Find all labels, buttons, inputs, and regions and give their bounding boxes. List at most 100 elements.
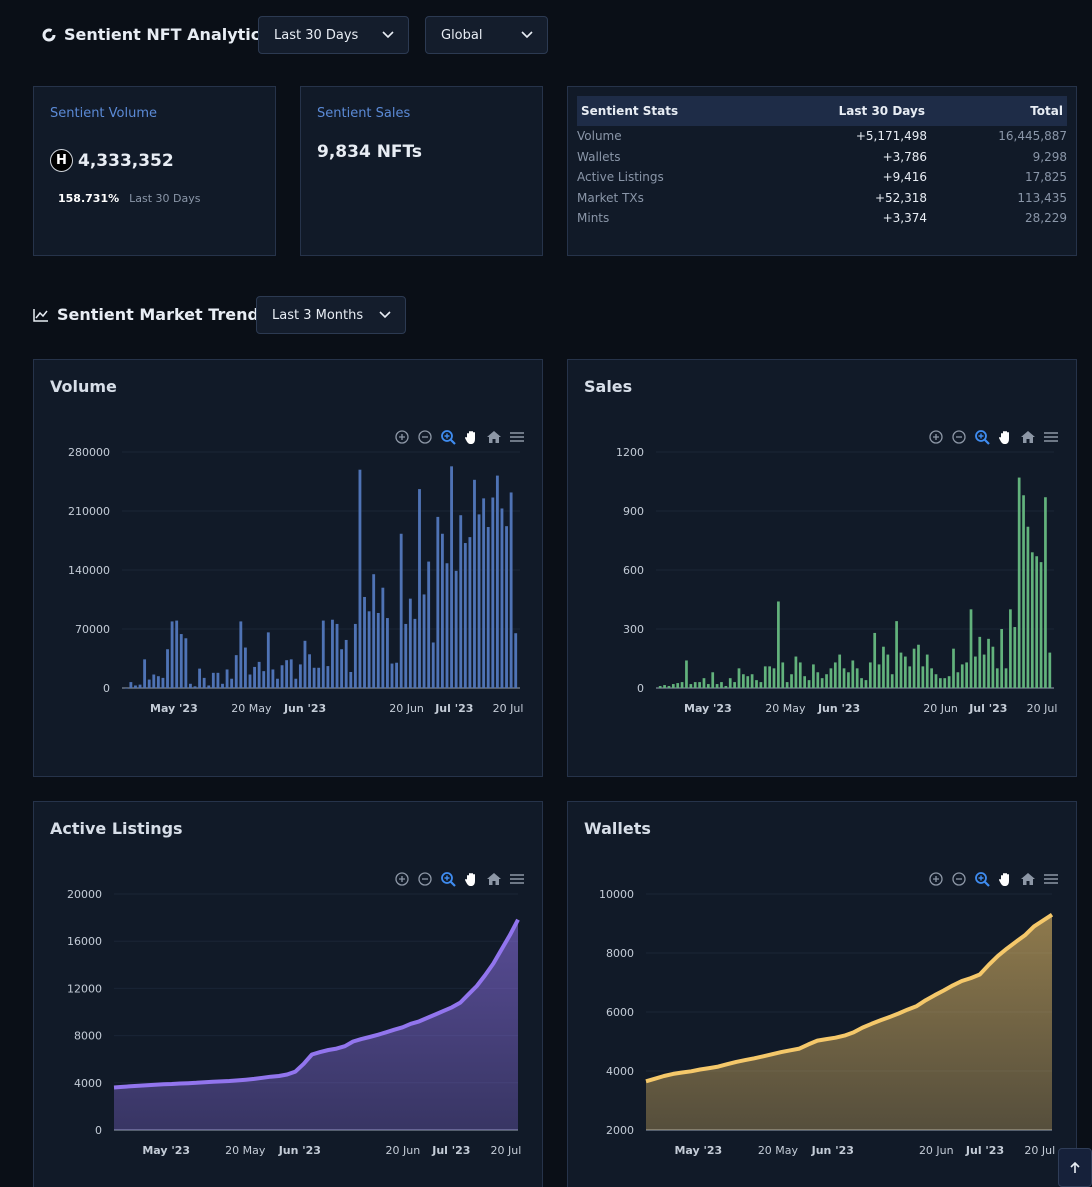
y-tick-label: 12000 [67, 982, 102, 995]
stats-header-period: Last 30 Days [767, 96, 927, 126]
stats-row: Market TXs +52,318 113,435 [577, 188, 1067, 209]
reset-home-icon[interactable] [1018, 427, 1038, 447]
trends-period-dropdown[interactable]: Last 3 Months [256, 296, 406, 334]
bar [982, 654, 986, 688]
zoom-out-icon[interactable] [949, 427, 969, 447]
bar [825, 674, 828, 688]
bar [386, 618, 389, 688]
pan-hand-icon[interactable] [461, 869, 481, 889]
bar [873, 632, 877, 688]
area-fill [646, 914, 1052, 1130]
bar [408, 598, 412, 688]
pan-hand-icon[interactable] [995, 869, 1015, 889]
menu-icon[interactable] [507, 869, 527, 889]
y-tick-label: 70000 [75, 623, 110, 636]
bar [436, 516, 440, 688]
stats-row-label: Wallets [577, 149, 621, 164]
bar [1048, 652, 1052, 688]
sales-card-label: Sentient Sales [317, 106, 411, 121]
bar [381, 587, 385, 688]
bar [711, 672, 715, 688]
bar [459, 515, 463, 688]
bar [207, 685, 211, 688]
zoom-out-icon[interactable] [415, 427, 435, 447]
bar [803, 676, 807, 688]
y-tick-label: 0 [637, 682, 644, 695]
selection-zoom-icon[interactable] [972, 869, 992, 889]
bar [925, 654, 929, 688]
zoom-in-icon[interactable] [926, 869, 946, 889]
bar [193, 686, 197, 688]
menu-icon[interactable] [507, 427, 527, 447]
bar [335, 623, 339, 688]
selection-zoom-icon[interactable] [438, 869, 458, 889]
bar [230, 678, 234, 688]
bar [820, 678, 824, 688]
bar [851, 660, 855, 688]
selection-zoom-icon[interactable] [972, 427, 992, 447]
x-tick-label: 20 Jun [389, 702, 424, 715]
bar [794, 656, 798, 688]
reset-home-icon[interactable] [484, 427, 504, 447]
y-tick-label: 8000 [606, 947, 634, 960]
bar [785, 682, 789, 688]
scroll-top-button[interactable] [1058, 1148, 1092, 1187]
x-tick-label: Jul '23 [434, 702, 473, 715]
menu-icon[interactable] [1041, 427, 1061, 447]
bar [189, 683, 192, 688]
bar [262, 671, 266, 688]
x-tick-label: 20 Jun [923, 702, 958, 715]
scope-dropdown-label: Global [441, 27, 483, 43]
chevron-down-icon [382, 31, 394, 39]
sales-chart-card: Sales 0 300 600 900 1200 May '23 20 May Jun '23… [567, 359, 1077, 777]
arrow-up-icon [1070, 1161, 1080, 1173]
zoom-out-icon[interactable] [949, 869, 969, 889]
page-title: Sentient NFT Analytics [64, 25, 270, 44]
bar [685, 660, 688, 688]
x-tick-label: Jun '23 [817, 702, 860, 715]
selection-zoom-icon[interactable] [438, 427, 458, 447]
period-dropdown[interactable]: Last 30 Days [258, 16, 409, 54]
bar [671, 684, 675, 688]
volume-change-period: Last 30 Days [129, 192, 201, 205]
reset-home-icon[interactable] [484, 869, 504, 889]
bar [399, 533, 403, 688]
y-tick-label: 4000 [606, 1065, 634, 1078]
menu-icon[interactable] [1041, 869, 1061, 889]
chart-toolbar [926, 427, 1061, 447]
bar [842, 668, 846, 688]
x-tick-label: 20 Jul [1024, 1144, 1055, 1157]
zoom-in-icon[interactable] [926, 427, 946, 447]
reset-home-icon[interactable] [1018, 869, 1038, 889]
bar [326, 666, 330, 688]
x-tick-label: 20 Jun [919, 1144, 954, 1157]
sales-value: 9,834 NFTs [317, 142, 422, 162]
zoom-in-icon[interactable] [392, 427, 412, 447]
bar [147, 679, 151, 688]
bar [864, 680, 868, 688]
bar [1044, 497, 1047, 688]
pan-hand-icon[interactable] [995, 427, 1015, 447]
bar [737, 668, 741, 688]
scope-dropdown[interactable]: Global [425, 16, 548, 54]
volume-card: Sentient Volume H 4,333,352 158.731% Las… [33, 86, 276, 256]
bar [895, 621, 898, 688]
bar [939, 678, 942, 688]
stats-header-row: Sentient Stats Last 30 Days Total [577, 96, 1067, 126]
bar [239, 621, 243, 688]
bar [468, 537, 472, 688]
stats-row-label: Mints [577, 211, 610, 226]
bar [777, 601, 780, 688]
bar [495, 475, 499, 688]
zoom-out-icon[interactable] [415, 869, 435, 889]
bar [253, 666, 256, 688]
bar [161, 677, 165, 688]
bar [877, 664, 881, 688]
pan-hand-icon[interactable] [461, 427, 481, 447]
bar [221, 683, 224, 688]
bar [491, 497, 495, 688]
zoom-in-icon[interactable] [392, 869, 412, 889]
bar [445, 563, 449, 688]
y-tick-label: 6000 [606, 1006, 634, 1019]
bar [680, 682, 684, 688]
